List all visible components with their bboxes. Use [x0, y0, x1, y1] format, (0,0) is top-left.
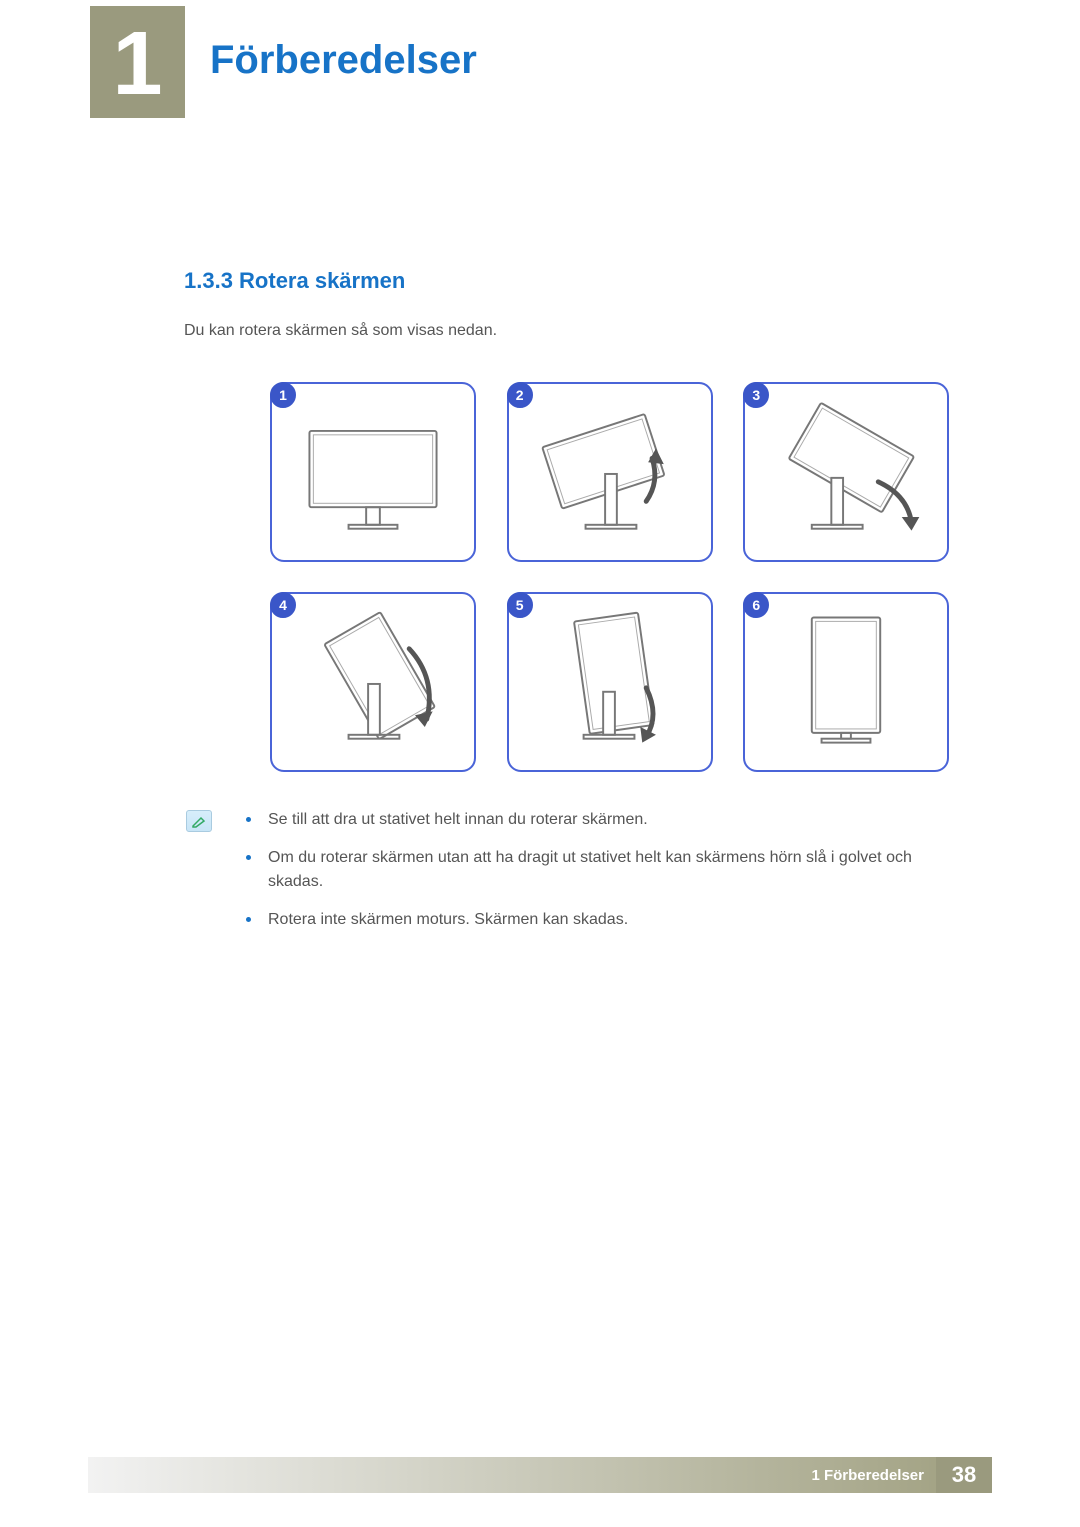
monitor-portrait-icon: [745, 594, 947, 770]
monitor-rotate-end-icon: [509, 594, 711, 770]
diagram-panel: 5: [507, 592, 713, 772]
monitor-tilt-start-icon: [745, 384, 947, 560]
diagram-panel: 1: [270, 382, 476, 562]
diagram-panel: 6: [743, 592, 949, 772]
footer-bar: 1 Förberedelser 38: [88, 1457, 992, 1493]
note-item: Rotera inte skärmen moturs. Skärmen kan …: [240, 908, 960, 932]
chapter-title: Förberedelser: [210, 38, 477, 83]
note-text: Om du roterar skärmen utan att ha dragit…: [268, 849, 912, 890]
footer-page-number: 38: [936, 1457, 992, 1493]
diagram-panel: 3: [743, 382, 949, 562]
diagram-panel: 2: [507, 382, 713, 562]
chapter-number-tab: 1: [90, 8, 185, 118]
diagram-panel-grid: 1 2 3: [270, 382, 950, 772]
monitor-rotate-mid-icon: [272, 594, 474, 770]
note-item: Om du roterar skärmen utan att ha dragit…: [240, 846, 960, 894]
note-item: Se till att dra ut stativet helt innan d…: [240, 808, 960, 832]
chapter-number: 1: [112, 13, 162, 116]
footer-gradient: 1 Förberedelser: [88, 1457, 936, 1493]
page-root: 1 Förberedelser 1.3.3 Rotera skärmen Du …: [0, 0, 1080, 1527]
monitor-extend-icon: [509, 384, 711, 560]
monitor-landscape-icon: [272, 384, 474, 560]
note-text: Se till att dra ut stativet helt innan d…: [268, 811, 648, 828]
section-intro: Du kan rotera skärmen så som visas nedan…: [184, 322, 497, 340]
section-heading: 1.3.3 Rotera skärmen: [184, 268, 405, 294]
note-icon: [186, 810, 212, 832]
note-text: Rotera inte skärmen moturs. Skärmen kan …: [268, 911, 628, 928]
diagram-panel: 4: [270, 592, 476, 772]
note-list: Se till att dra ut stativet helt innan d…: [240, 808, 960, 946]
footer-label: 1 Förberedelser: [811, 1467, 924, 1484]
